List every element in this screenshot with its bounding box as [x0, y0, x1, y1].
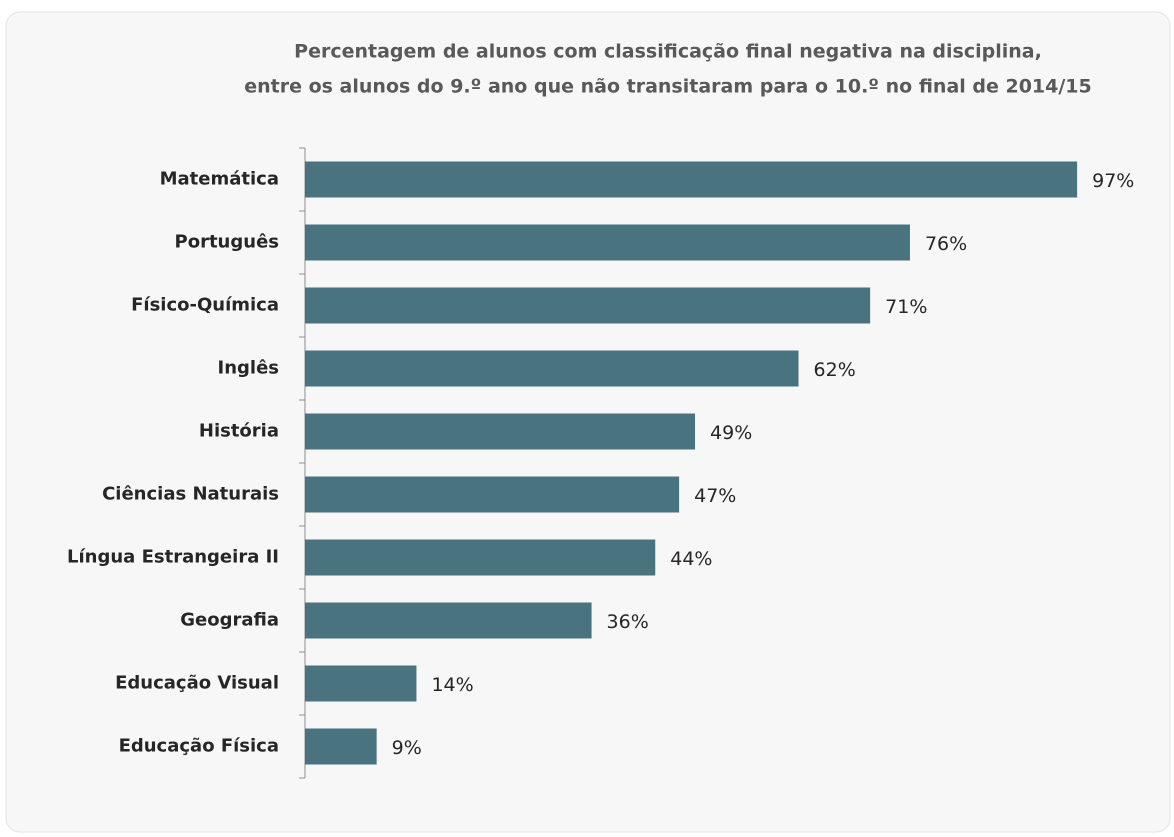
data-label: 71% — [885, 296, 927, 318]
y-tick-label: Língua Estrangeira II — [67, 547, 279, 568]
bar — [305, 413, 696, 450]
data-label: 76% — [925, 233, 967, 255]
bar — [305, 602, 592, 639]
bar — [305, 350, 799, 387]
bar — [305, 287, 871, 324]
bar — [305, 476, 680, 513]
y-tick-label: Educação Visual — [115, 673, 279, 694]
data-label: 49% — [710, 422, 752, 444]
bar — [305, 224, 910, 261]
chart-title: Percentagem de alunos com classificação … — [294, 41, 1042, 63]
y-tick-label: Educação Física — [119, 736, 279, 757]
y-tick-label: Português — [175, 232, 279, 253]
y-tick-label: Inglês — [218, 358, 280, 379]
chart-title: entre os alunos do 9.º ano que não trans… — [244, 76, 1092, 98]
data-label: 62% — [814, 359, 856, 381]
bar — [305, 665, 417, 702]
bar — [305, 539, 656, 576]
bar — [305, 728, 377, 765]
data-label: 47% — [694, 485, 736, 507]
data-label: 9% — [392, 737, 422, 759]
bar — [305, 161, 1078, 198]
data-label: 14% — [431, 674, 473, 696]
data-label: 97% — [1092, 170, 1134, 192]
data-label: 36% — [607, 611, 649, 633]
y-tick-label: Geografia — [180, 610, 279, 631]
y-tick-label: História — [199, 421, 279, 442]
y-tick-label: Físico-Química — [131, 295, 279, 316]
y-tick-label: Ciências Naturais — [102, 484, 279, 505]
data-label: 44% — [670, 548, 712, 570]
y-tick-label: Matemática — [160, 169, 279, 190]
